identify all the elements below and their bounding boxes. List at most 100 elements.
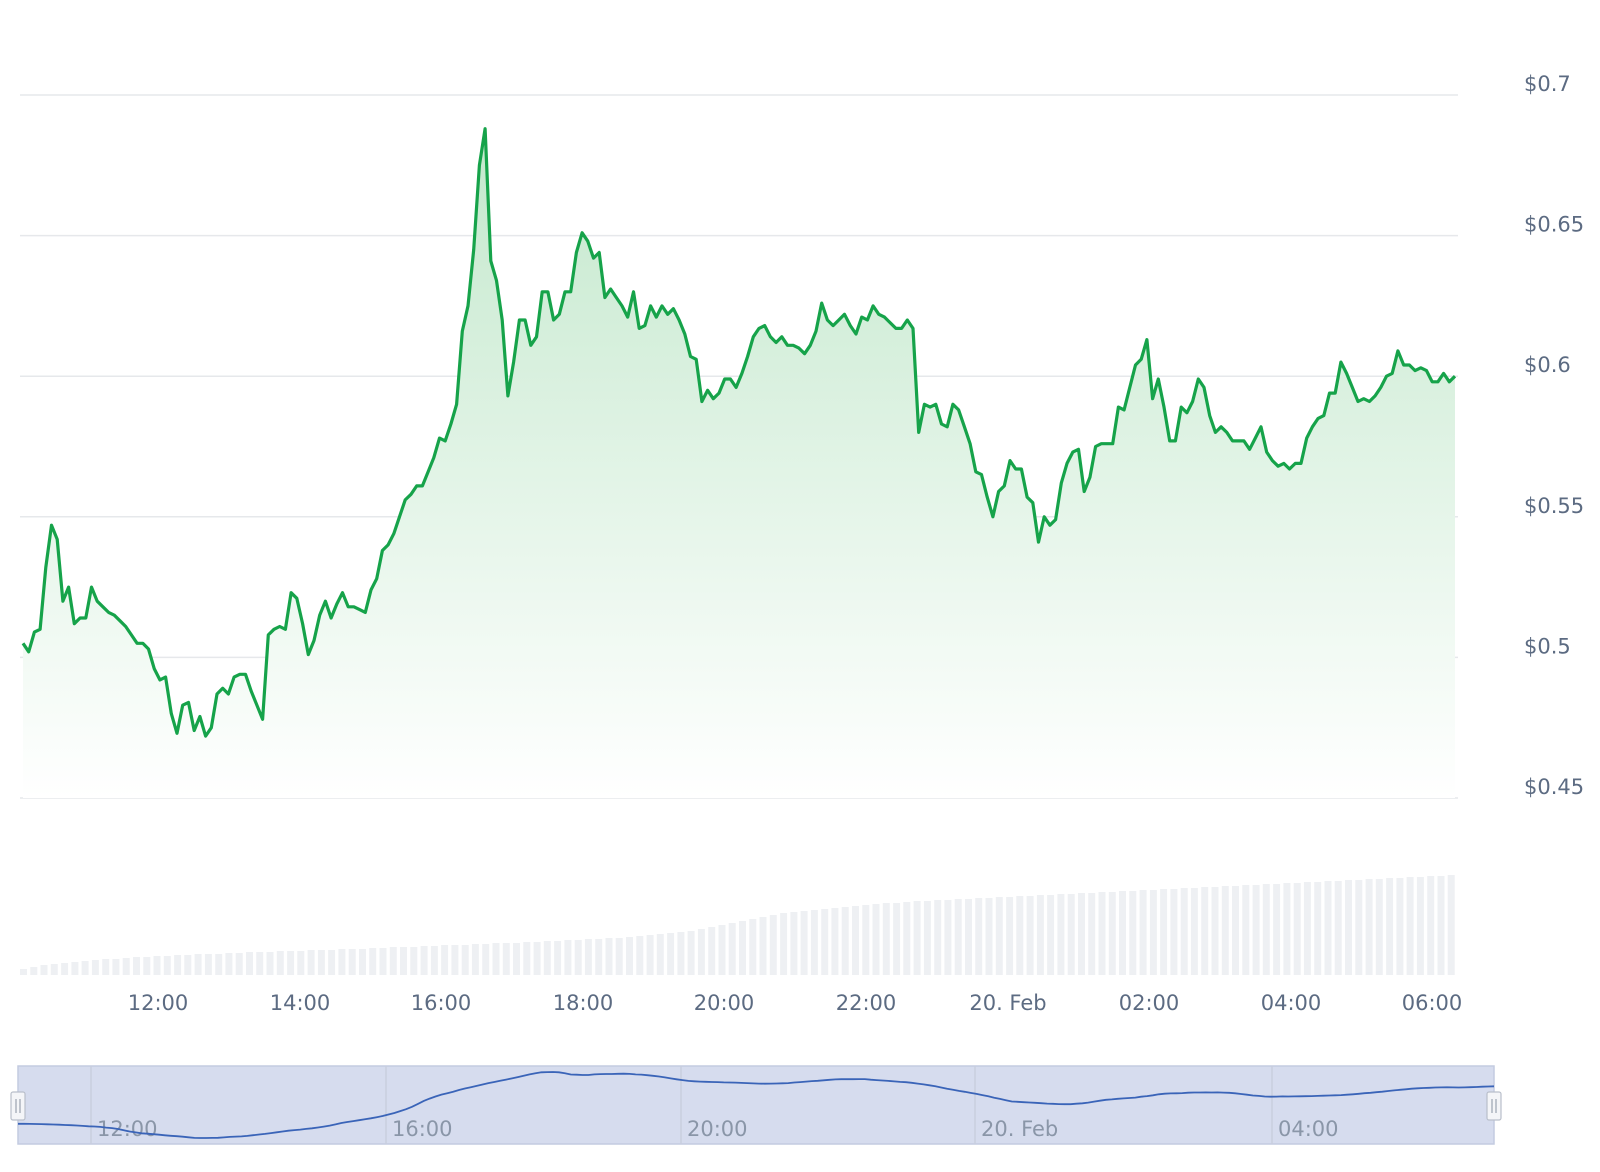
volume-bar [1283,883,1291,975]
navigator-tick-label: 04:00 [1278,1117,1339,1141]
volume-bar [1047,895,1055,975]
volume-bar [646,935,654,975]
volume-bar [441,945,449,975]
x-tick-label: 20:00 [694,991,755,1015]
volume-bar [1201,887,1209,975]
volume-bar [595,939,603,975]
volume-bar [143,957,151,975]
x-tick-label: 14:00 [270,991,331,1015]
y-tick-label: $0.55 [1524,494,1584,518]
volume-bar [605,938,613,975]
volume-bar [1067,894,1075,975]
volume-bar [184,955,192,975]
volume-bar [913,901,921,975]
volume-bar [430,946,438,975]
volume-bar [307,950,315,975]
volume-bar [1098,892,1106,975]
volume-bar [1365,879,1373,975]
volume-bar [225,953,233,975]
y-tick-label: $0.65 [1524,213,1584,237]
volume-bar [1406,877,1414,975]
volume-bar [810,910,818,975]
volume-bar [759,917,767,975]
volume-bar [389,947,397,975]
volume-bar [194,954,202,975]
volume-bar [995,897,1003,975]
volume-bar [1026,896,1034,975]
volume-bar [328,950,336,975]
volume-bar [133,957,140,975]
volume-bar [1262,884,1270,975]
volume-bar [944,900,952,975]
volume-bar [502,943,510,975]
volume-bar [615,938,623,975]
volume-bar [112,959,120,975]
volume-bar [718,925,726,975]
volume-bar [1447,875,1455,975]
volume-bar [338,949,346,975]
volume-bar [862,905,870,975]
volume-bar [174,955,182,975]
x-tick-label: 06:00 [1402,991,1463,1015]
navigator-right-handle[interactable] [1486,1091,1502,1121]
navigator[interactable]: 12:00 16:00 20:00 20. Feb 04:00 [10,1065,1502,1145]
volume-bar [91,960,99,975]
volume-bar [482,944,490,975]
volume-bar [923,901,931,975]
volume-bar [246,952,253,975]
volume-bar [975,898,983,975]
volume-bar [1036,895,1044,975]
volume-bar [708,927,716,975]
volume-bar [1006,897,1014,975]
y-tick-label: $0.5 [1524,634,1571,658]
navigator-tick-label: 20:00 [687,1117,748,1141]
volume-bar [71,962,79,975]
volume-bar [379,948,387,975]
volume-bar [400,947,407,975]
volume-bar [749,919,757,975]
volume-bar [215,954,223,975]
x-tick-label: 18:00 [553,991,614,1015]
volume-bar [543,941,551,975]
volume-bar [204,954,212,975]
volume-bar [626,937,633,975]
volume-bar [780,913,788,975]
volume-bar [61,963,69,975]
y-tick-label: $0.45 [1524,775,1584,799]
volume-bar [1170,889,1178,975]
volume-bar [656,934,664,975]
y-axis-ticks: $0.45 $0.5 $0.55 $0.6 $0.65 $0.7 [1524,72,1584,799]
volume-bar [893,903,901,975]
volume-bar [831,908,839,975]
x-tick-label: 16:00 [411,991,472,1015]
volume-bar [1149,890,1157,975]
volume-bar [1129,891,1137,975]
volume-bar [1252,885,1260,975]
price-series-line [21,127,1457,738]
volume-bar [102,959,110,975]
volume-bar [1345,880,1352,975]
volume-bar [256,952,264,975]
volume-bar [492,943,500,975]
volume-bar [1016,896,1024,975]
navigator-series-line [18,1071,1495,1139]
volume-bar [20,969,27,975]
x-axis-ticks: 12:00 14:00 16:00 18:00 20:00 22:00 20. Feb 02:… [128,991,1463,1015]
volume-bar [564,940,572,975]
volume-bar [965,899,972,975]
x-tick-label: 02:00 [1119,991,1180,1015]
volume-bar [1119,891,1126,975]
navigator-left-handle[interactable] [10,1091,26,1121]
y-tick-label: $0.6 [1524,353,1571,377]
volume-bar [954,899,962,975]
volume-bar [872,904,880,975]
volume-bar [410,947,418,975]
volume-bar [584,939,592,975]
volume-bar [1314,882,1322,975]
volume-bar [420,946,428,975]
volume-bar [1303,882,1311,975]
volume-bar [317,950,325,975]
volume-bar [40,965,48,975]
